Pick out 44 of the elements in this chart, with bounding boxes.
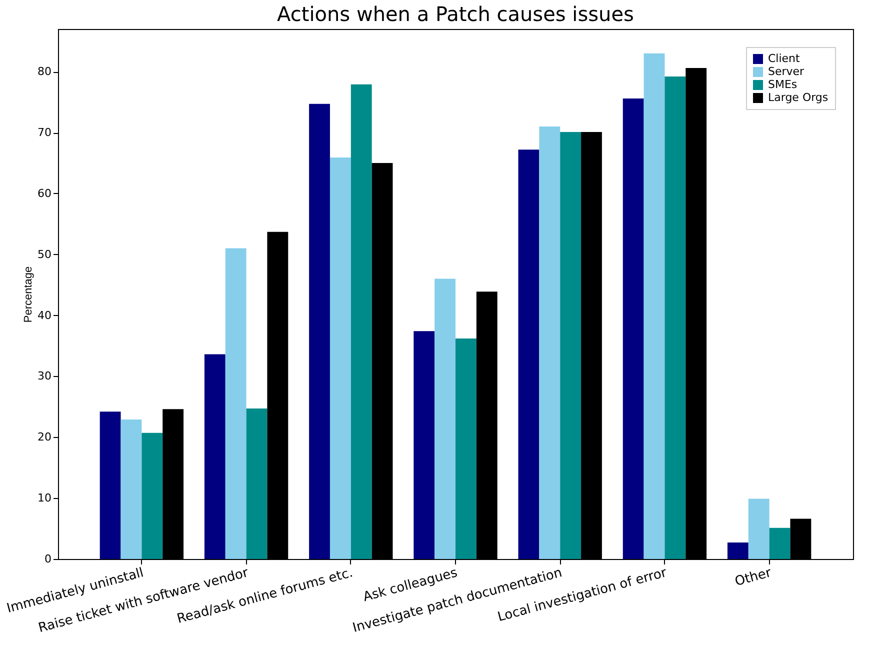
bar	[790, 518, 812, 559]
bar	[204, 354, 226, 559]
bar	[456, 338, 476, 559]
bar	[246, 408, 268, 559]
y-tick-label: 30	[38, 370, 52, 383]
bar	[309, 104, 330, 559]
y-tick-label: 50	[38, 248, 52, 261]
y-axis-title: Percentage	[22, 266, 35, 323]
bar	[372, 163, 393, 559]
bar	[686, 68, 707, 559]
bar	[622, 98, 644, 559]
bar	[100, 412, 121, 559]
legend-label: Server	[768, 65, 805, 78]
bar	[162, 409, 184, 559]
bar	[727, 542, 748, 559]
y-tick-label: 20	[38, 430, 52, 444]
y-tick-label: 40	[38, 308, 52, 322]
y-tick-label: 10	[38, 492, 52, 505]
y-tick-label: 0	[44, 552, 52, 566]
bar	[267, 232, 288, 559]
y-tick-label: 70	[38, 126, 52, 140]
bar	[142, 432, 163, 559]
bar	[225, 248, 246, 559]
x-tick-label: Other	[733, 565, 774, 590]
bar	[748, 498, 770, 559]
bar	[120, 419, 142, 559]
bar	[560, 132, 582, 559]
bar	[414, 331, 435, 559]
bar	[330, 158, 351, 559]
bar	[644, 53, 665, 559]
y-tick-label: 60	[38, 186, 52, 200]
legend-label: Large Orgs	[768, 91, 828, 104]
bar	[350, 84, 372, 559]
bar	[664, 76, 686, 559]
legend-label: Client	[768, 52, 801, 65]
chart-title: Actions when a Patch causes issues	[277, 2, 634, 26]
legend-label: SMEs	[768, 78, 798, 91]
bar	[476, 292, 498, 559]
bar	[769, 528, 790, 559]
y-tick-label: 80	[38, 65, 52, 78]
bar	[539, 126, 560, 559]
bar	[581, 132, 602, 559]
bar	[434, 278, 456, 559]
bar	[518, 150, 540, 559]
